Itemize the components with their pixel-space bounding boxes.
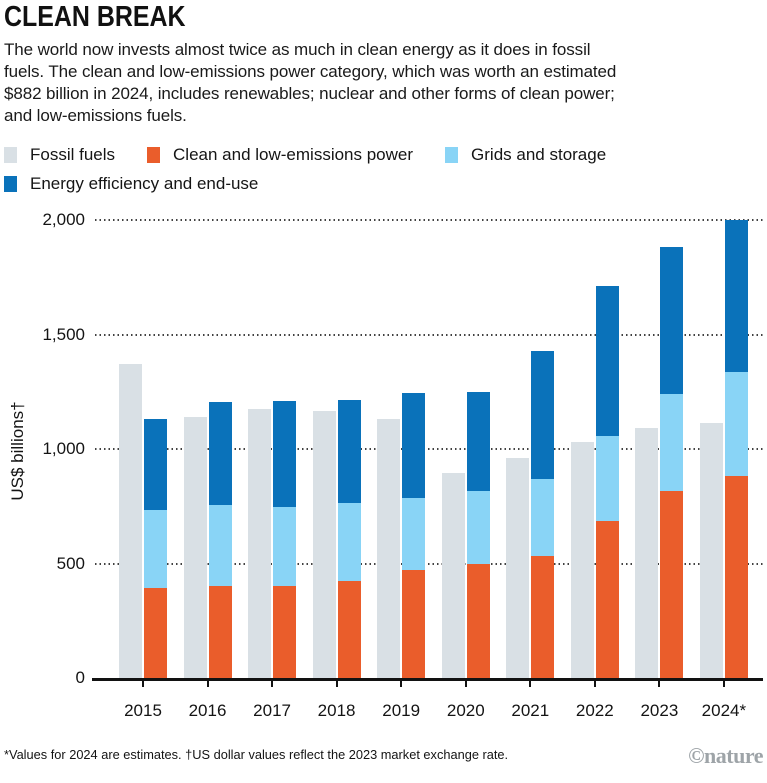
- gridline-1,500: [95, 333, 763, 336]
- bar-energy-efficiency-2016: [208, 402, 232, 506]
- x-tick-2024: [722, 680, 725, 687]
- bar-fossil-fuels-2022: [570, 442, 594, 678]
- x-tick-2020: [464, 680, 467, 687]
- bar-fossil-fuels-2020: [441, 473, 465, 678]
- x-label-2018: 2018: [317, 701, 356, 720]
- y-tick-label-1,500: 1,500: [42, 324, 85, 344]
- gridline-2,000: [95, 219, 763, 221]
- x-tick-2016: [206, 680, 209, 687]
- x-tick-2017: [271, 680, 274, 687]
- bar-clean-power-2021: [531, 555, 555, 678]
- bar-clean-power-2018: [337, 580, 361, 678]
- gridline-1,000: [95, 448, 763, 450]
- x-label-2020: 2020: [446, 701, 485, 720]
- legend-label-fossil-fuels: Fossil fuels: [30, 145, 116, 164]
- legend: Fossil fuels Clean and low-emissions powe…: [4, 145, 724, 194]
- x-label-2023: 2023: [640, 701, 679, 720]
- legend-label-clean-power: Clean and low-emissions power: [173, 145, 414, 164]
- legend-item-clean-power: Clean and low-emissions power: [147, 145, 413, 165]
- bar-energy-efficiency-2019: [402, 392, 426, 499]
- bar-clean-power-2015: [144, 587, 167, 678]
- bar-grids-storage-2016: [208, 505, 232, 587]
- bar-grids-storage-2022: [595, 436, 619, 522]
- bar-grids-storage-2019: [402, 498, 426, 571]
- x-label-2022: 2022: [575, 701, 614, 720]
- chart: US$ billions† 0 500 1,000 1,500 2,000 2015 20…: [4, 208, 763, 733]
- bar-clean-power-2024: [724, 476, 748, 678]
- bar-energy-efficiency-2015: [144, 419, 167, 510]
- y-tick-label-1,000: 1,000: [42, 439, 85, 458]
- bar-grids-storage-2020: [466, 491, 490, 564]
- legend-item-grids-storage: Grids and storage: [445, 145, 606, 165]
- bar-fossil-fuels-2018: [312, 411, 336, 678]
- legend-swatch-fossil-fuels: [4, 147, 17, 163]
- bar-fossil-fuels-2015: [119, 364, 142, 678]
- x-label-2015: 2015: [124, 701, 162, 720]
- figure-description: The world now invests almost twice as mu…: [4, 40, 617, 125]
- bar-grids-storage-2017: [273, 507, 297, 587]
- bar-energy-efficiency-2022: [595, 286, 619, 437]
- y-tick-label-500: 500: [56, 553, 85, 573]
- legend-item-energy-efficiency: Energy efficiency and end-use: [4, 174, 258, 194]
- x-label-2019: 2019: [382, 701, 421, 720]
- bar-clean-power-2023: [660, 491, 684, 678]
- legend-swatch-clean-power: [147, 147, 161, 163]
- legend-swatch-energy-efficiency: [4, 176, 17, 192]
- bar-grids-storage-2018: [337, 502, 361, 581]
- bar-grids-storage-2021: [531, 478, 555, 556]
- x-tick-2023: [658, 680, 661, 687]
- x-tick-2019: [400, 680, 403, 687]
- legend-label-grids-storage: Grids and storage: [471, 145, 607, 164]
- y-axis-tick-labels: 0 500 1,000 1,500 2,000: [4, 208, 85, 687]
- bar-fossil-fuels-2017: [248, 408, 272, 678]
- x-tick-2015: [142, 680, 144, 687]
- x-label-2021: 2021: [511, 701, 550, 720]
- bar-clean-power-2022: [595, 521, 619, 678]
- legend-item-fossil-fuels: Fossil fuels: [4, 145, 115, 165]
- legend-label-energy-efficiency: Energy efficiency and end-use: [30, 174, 259, 193]
- legend-swatch-grids-storage: [445, 147, 459, 163]
- bar-fossil-fuels-2024: [699, 422, 723, 678]
- bar-energy-efficiency-2024: [724, 220, 748, 372]
- bar-clean-power-2017: [273, 586, 297, 678]
- bar-grids-storage-2023: [660, 394, 684, 492]
- bar-energy-efficiency-2023: [660, 247, 684, 394]
- bar-grids-storage-2015: [144, 509, 167, 588]
- figure-footer: *Values for 2024 are estimates. †US doll…: [4, 743, 763, 783]
- bar-clean-power-2016: [208, 586, 232, 678]
- bar-energy-efficiency-2020: [466, 391, 490, 492]
- x-label-2024: 2024*: [701, 701, 747, 720]
- footnote: *Values for 2024 are estimates. †US doll…: [4, 747, 509, 762]
- y-tick-label-0: 0: [75, 668, 85, 687]
- bar-grids-storage-2024: [724, 371, 748, 476]
- plot-area: 2015 2016 2017 2018 2019 2020 2021 2022 2023 2024…: [92, 208, 763, 720]
- bar-energy-efficiency-2018: [337, 399, 361, 503]
- x-tick-2018: [335, 680, 338, 687]
- bar-fossil-fuels-2021: [506, 458, 530, 678]
- x-axis-line: [92, 678, 763, 681]
- figure-title: CLEAN BREAK: [4, 1, 186, 33]
- bar-fossil-fuels-2023: [635, 428, 659, 678]
- bar-energy-efficiency-2017: [273, 400, 297, 508]
- x-tick-2022: [593, 680, 596, 687]
- bar-fossil-fuels-2016: [183, 416, 207, 678]
- bar-energy-efficiency-2021: [531, 350, 555, 479]
- bar-clean-power-2020: [466, 563, 490, 678]
- bar-clean-power-2019: [402, 570, 426, 678]
- x-label-2017: 2017: [253, 701, 291, 720]
- bar-fossil-fuels-2019: [377, 419, 401, 678]
- x-label-2016: 2016: [188, 701, 227, 720]
- gridline-500: [95, 562, 763, 565]
- nature-logo: ©nature: [688, 743, 763, 768]
- y-tick-label-2,000: 2,000: [42, 210, 85, 229]
- x-tick-2021: [529, 680, 532, 687]
